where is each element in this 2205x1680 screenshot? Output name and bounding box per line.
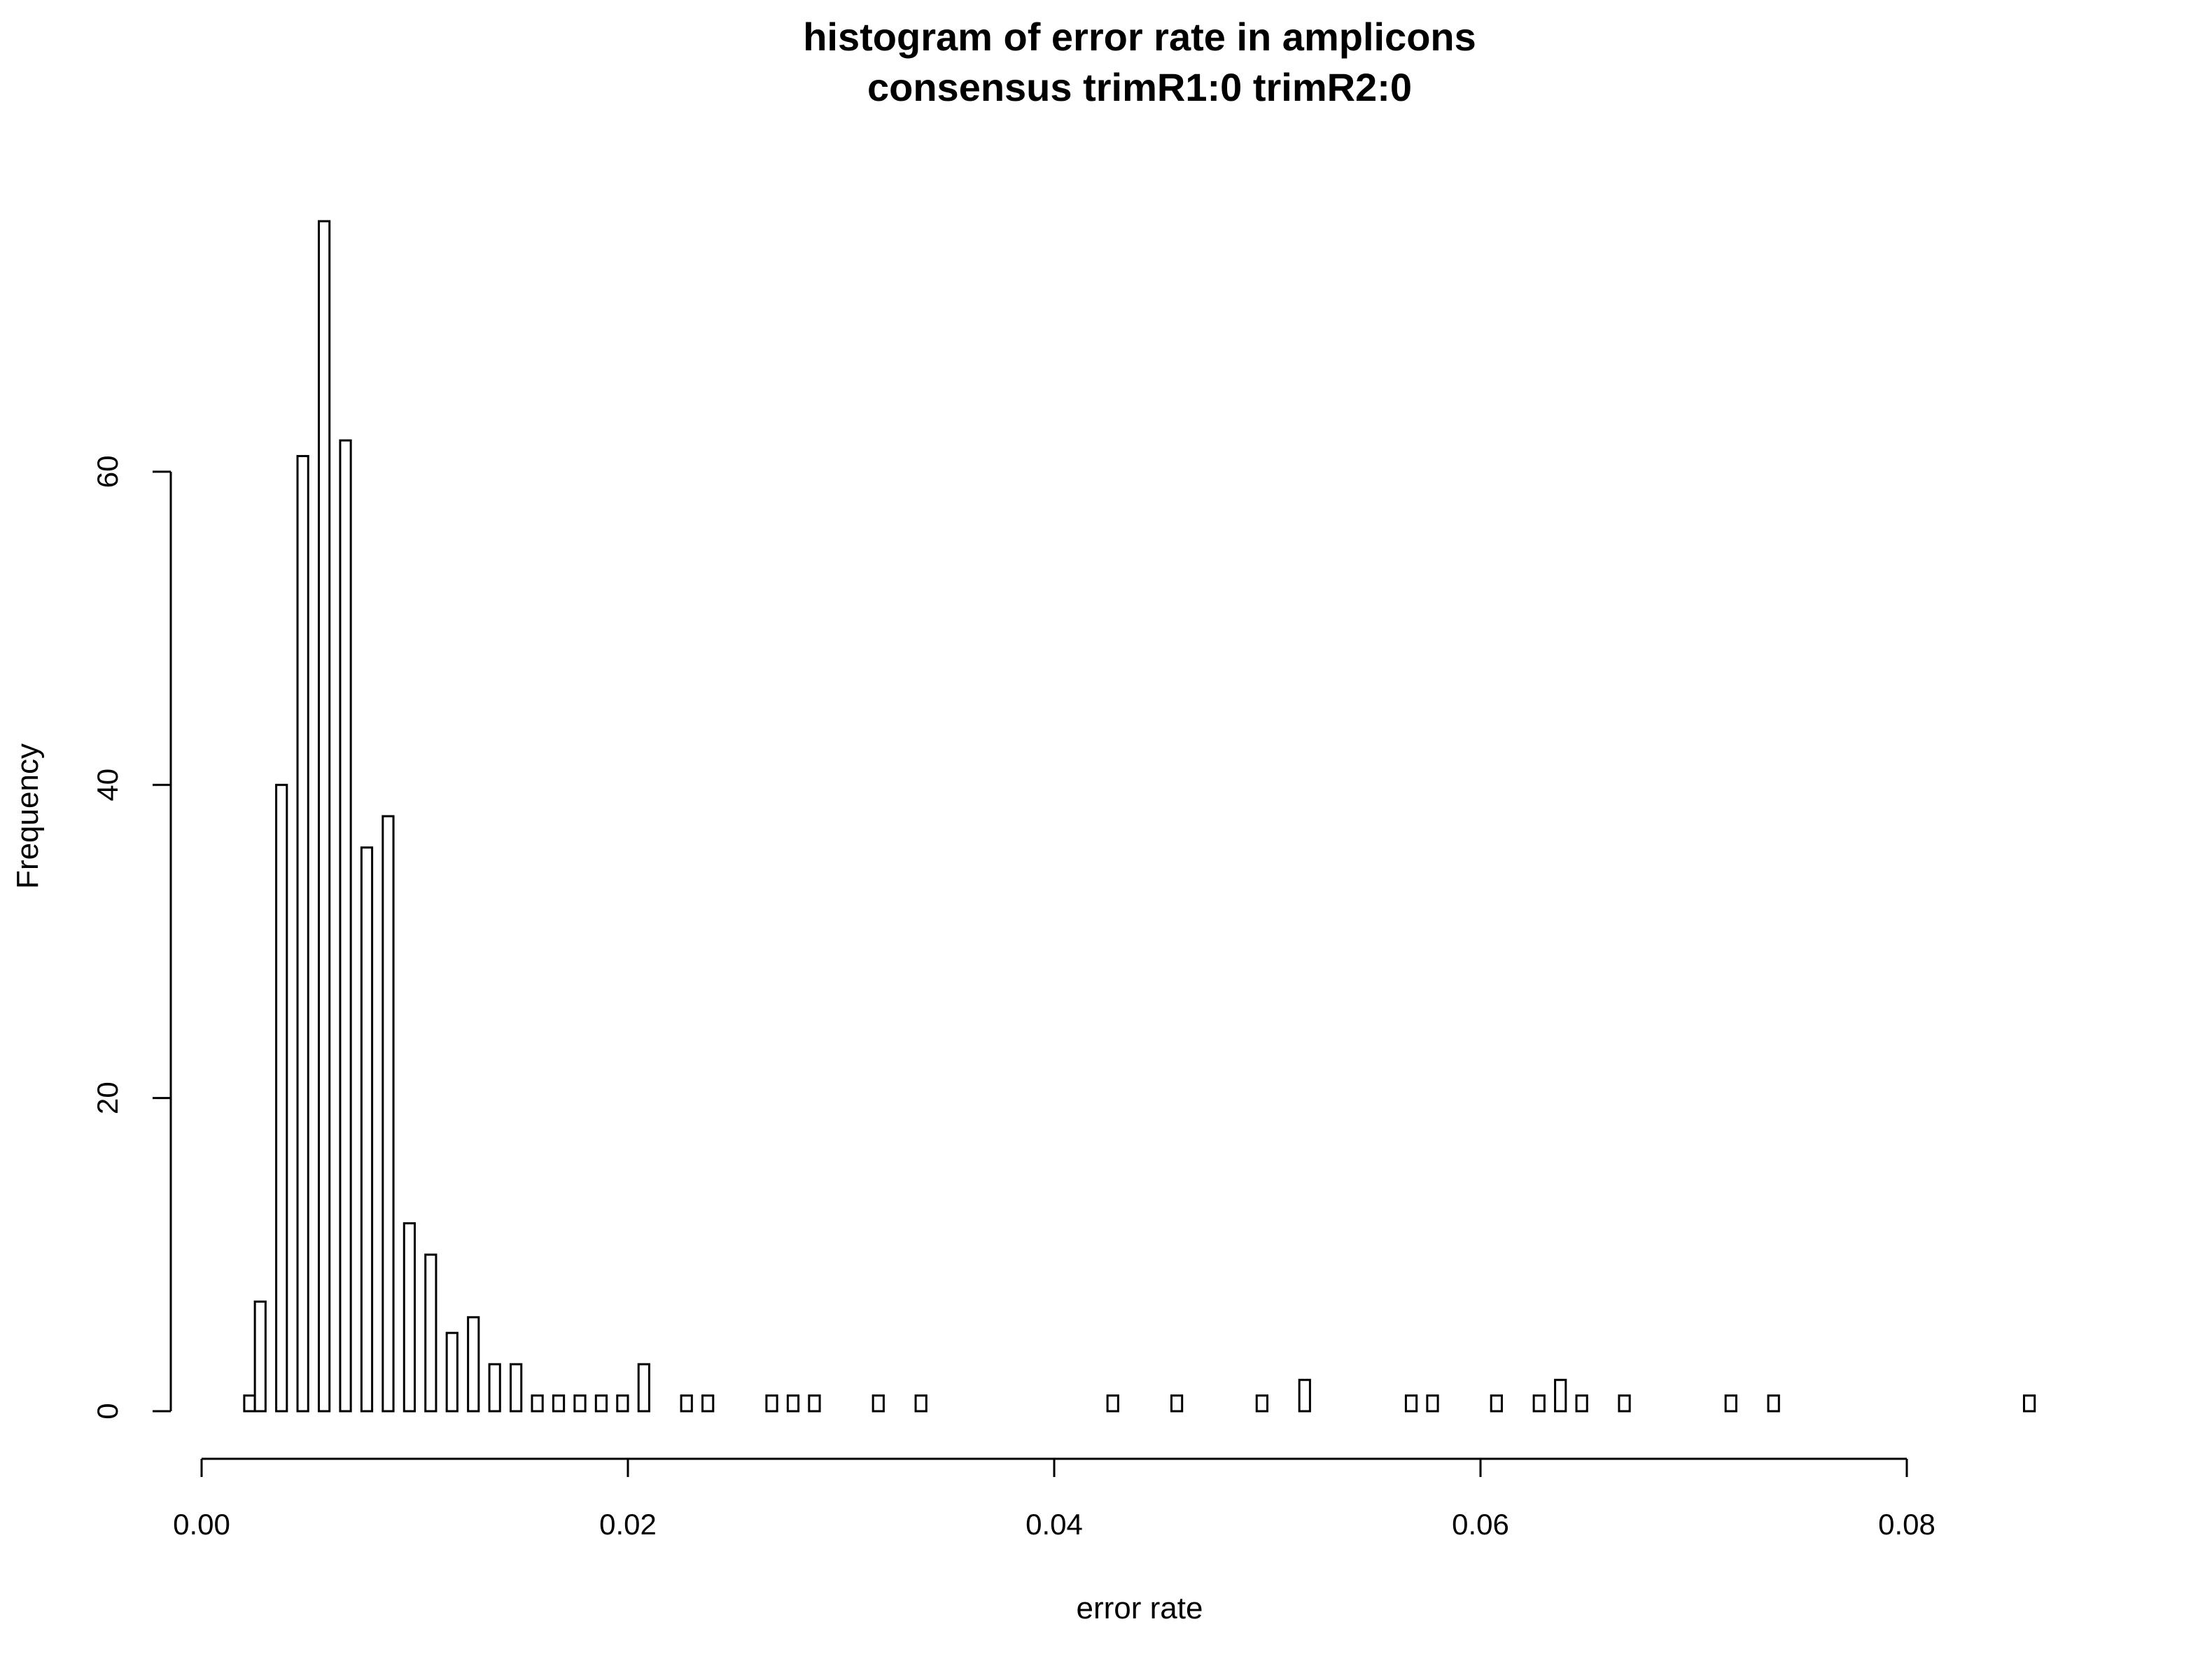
bar [1426, 1394, 1439, 1413]
bar [339, 439, 352, 1413]
bar [1106, 1394, 1119, 1413]
bar [360, 846, 374, 1413]
bar [2022, 1394, 2036, 1413]
y-tick-label: 20 [91, 1082, 124, 1114]
bar [872, 1394, 885, 1413]
x-tick-label: 0.02 [599, 1508, 657, 1541]
bar [1532, 1394, 1546, 1413]
bar [445, 1331, 458, 1413]
y-axis-label: Frequency [10, 743, 45, 889]
bar [616, 1394, 629, 1413]
bar [1170, 1394, 1184, 1413]
bar [243, 1394, 256, 1413]
bar [1767, 1394, 1780, 1413]
y-tick-label: 0 [91, 1403, 124, 1419]
x-tick-label: 0.06 [1452, 1508, 1509, 1541]
bar [467, 1316, 480, 1413]
bar [317, 220, 331, 1413]
bar [1404, 1394, 1418, 1413]
bar [253, 1300, 267, 1413]
bar [680, 1394, 693, 1413]
bar [594, 1394, 608, 1413]
bar [402, 1222, 416, 1413]
y-tick-label: 40 [91, 769, 124, 802]
y-tick-label: 60 [91, 456, 124, 489]
bar [914, 1394, 927, 1413]
bar [1724, 1394, 1737, 1413]
bar [382, 815, 395, 1413]
bar [1618, 1394, 1631, 1413]
x-tick-label: 0.08 [1878, 1508, 1935, 1541]
bar [808, 1394, 821, 1413]
bar [765, 1394, 778, 1413]
bar [424, 1253, 438, 1413]
bar [786, 1394, 800, 1413]
bar [1575, 1394, 1588, 1413]
bar [637, 1363, 650, 1413]
bar [488, 1363, 501, 1413]
x-tick-label: 0.04 [1026, 1508, 1083, 1541]
bar [1255, 1394, 1269, 1413]
chart-subtitle: consensus trimR1:0 trimR2:0 [867, 65, 1412, 109]
bar [1490, 1394, 1503, 1413]
bar [275, 783, 288, 1413]
bar [1554, 1378, 1567, 1413]
bar [531, 1394, 544, 1413]
bar [1298, 1378, 1311, 1413]
bar [701, 1394, 715, 1413]
bar [573, 1394, 587, 1413]
bar [296, 455, 309, 1413]
x-axis-label: error rate [1077, 1591, 1203, 1625]
x-tick-label: 0.00 [173, 1508, 230, 1541]
chart-title: histogram of error rate in amplicons [803, 15, 1476, 59]
bar [510, 1363, 523, 1413]
bar [552, 1394, 566, 1413]
